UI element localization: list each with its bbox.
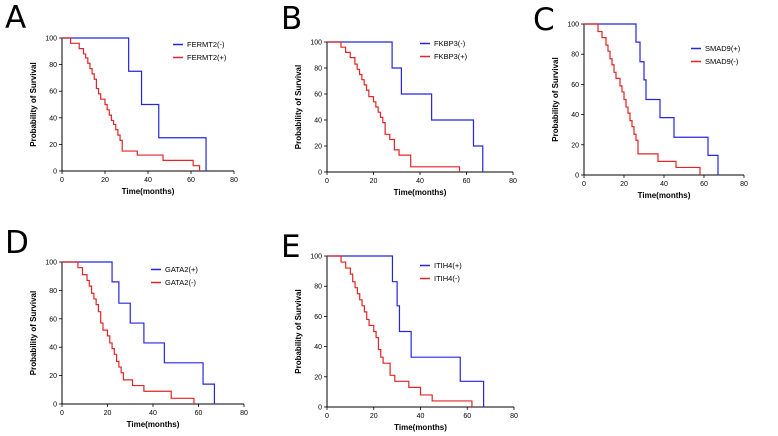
y-tick-label: 100 <box>310 40 322 47</box>
legend-label: FKBP3(+) <box>434 52 468 61</box>
y-axis-label: Probability of Survival <box>294 289 303 373</box>
y-tick-label: 40 <box>314 344 322 351</box>
x-tick-label: 80 <box>510 413 518 420</box>
y-tick-label: 0 <box>318 170 322 177</box>
y-tick-label: 20 <box>314 374 322 381</box>
x-tick-label: 0 <box>60 177 64 184</box>
y-tick-label: 40 <box>314 118 322 125</box>
y-tick-label: 20 <box>49 142 57 149</box>
y-tick-label: 60 <box>49 316 57 323</box>
x-axis-label: Time(months) <box>394 423 447 432</box>
y-tick-label: 40 <box>49 345 57 352</box>
survival-curve-second <box>62 261 195 404</box>
y-axis-label: Probability of Survival <box>294 65 303 149</box>
x-tick-label: 60 <box>187 177 195 184</box>
x-tick-label: 20 <box>104 410 112 417</box>
survival-chart-c: C 0 20 40 60 80 100 0 20 40 60 80 Time(months) Probab… <box>533 2 748 200</box>
panel-letter: C <box>533 2 555 38</box>
legend-label: FERMT2(-) <box>187 40 225 49</box>
panel-letter: A <box>5 0 26 36</box>
x-tick-label: 20 <box>620 181 628 188</box>
x-tick-label: 60 <box>463 413 471 420</box>
y-axis-label: Probability of Survival <box>29 62 38 146</box>
y-axis-label: Probability of Survival <box>29 291 38 375</box>
x-tick-label: 20 <box>370 178 378 185</box>
y-axis-label: Probability of Survival <box>551 57 560 141</box>
y-tick-label: 100 <box>567 22 579 29</box>
y-tick-label: 80 <box>571 52 579 59</box>
y-tick-label: 0 <box>53 402 57 409</box>
panel-letter: D <box>5 225 29 261</box>
legend-label: GATA2(-) <box>165 278 196 287</box>
survival-curve-first <box>327 41 484 172</box>
x-tick-label: 40 <box>660 181 668 188</box>
y-tick-label: 20 <box>314 144 322 151</box>
survival-curve-second <box>327 41 461 172</box>
x-tick-label: 80 <box>740 181 748 188</box>
x-axis-label: Time(months) <box>127 420 180 429</box>
panel-letter: E <box>281 229 301 265</box>
y-tick-label: 60 <box>314 92 322 99</box>
y-tick-label: 80 <box>314 66 322 73</box>
y-tick-label: 60 <box>571 82 579 89</box>
x-tick-label: 40 <box>417 413 425 420</box>
survival-curve-first <box>62 37 207 171</box>
x-tick-label: 40 <box>416 178 424 185</box>
x-tick-label: 60 <box>700 181 708 188</box>
y-tick-label: 100 <box>310 254 322 261</box>
y-tick-label: 20 <box>49 373 57 380</box>
x-tick-label: 0 <box>60 410 64 417</box>
survival-chart-a: A 0 20 40 60 80 100 0 20 40 60 80 Time(months) Probab… <box>5 0 238 196</box>
y-tick-label: 60 <box>49 89 57 96</box>
legend-label: FKBP3(-) <box>434 39 466 48</box>
survival-curve-first <box>327 255 485 407</box>
y-tick-label: 80 <box>314 284 322 291</box>
y-tick-label: 80 <box>49 62 57 69</box>
x-tick-label: 0 <box>582 181 586 188</box>
x-tick-label: 80 <box>509 178 517 185</box>
x-tick-label: 20 <box>101 177 109 184</box>
y-tick-label: 20 <box>571 142 579 149</box>
survival-curve-second <box>62 37 201 171</box>
x-tick-label: 80 <box>240 410 248 417</box>
x-axis-label: Time(months) <box>638 191 691 200</box>
y-tick-label: 40 <box>571 112 579 119</box>
y-tick-label: 40 <box>49 115 57 122</box>
legend-label: ITIH4(+) <box>434 261 462 270</box>
legend-label: SMAD9(+) <box>705 44 741 53</box>
survival-curve-second <box>327 255 473 407</box>
x-axis-label: Time(months) <box>122 187 175 196</box>
y-tick-label: 0 <box>53 169 57 176</box>
y-tick-label: 80 <box>49 288 57 295</box>
y-tick-label: 0 <box>575 173 579 180</box>
x-tick-label: 60 <box>463 178 471 185</box>
survival-curve-first <box>584 23 719 175</box>
x-tick-label: 60 <box>195 410 203 417</box>
legend-label: FERMT2(+) <box>187 53 227 62</box>
legend-label: GATA2(+) <box>165 265 198 274</box>
y-tick-label: 0 <box>318 405 322 412</box>
x-tick-label: 20 <box>370 413 378 420</box>
y-tick-label: 60 <box>314 314 322 321</box>
x-tick-label: 40 <box>144 177 152 184</box>
x-tick-label: 80 <box>230 177 238 184</box>
y-tick-label: 100 <box>45 36 57 43</box>
panel-letter: B <box>281 1 302 37</box>
survival-curve-second <box>584 23 701 175</box>
survival-chart-e: E 0 20 40 60 80 100 0 20 40 60 80 Time(months) Probab… <box>281 229 518 432</box>
x-tick-label: 0 <box>325 413 329 420</box>
survival-chart-b: B 0 20 40 60 80 100 0 20 40 60 80 Time(months) Probab… <box>281 1 517 197</box>
y-tick-label: 100 <box>45 260 57 267</box>
survival-chart-d: D 0 20 40 60 80 100 0 20 40 60 80 Time(months) Probab… <box>5 225 248 429</box>
x-tick-label: 40 <box>149 410 157 417</box>
survival-curve-first <box>62 261 216 404</box>
x-tick-label: 0 <box>325 178 329 185</box>
legend-label: ITIH4(-) <box>434 274 460 283</box>
x-axis-label: Time(months) <box>394 188 447 197</box>
legend-label: SMAD9(-) <box>705 57 739 66</box>
